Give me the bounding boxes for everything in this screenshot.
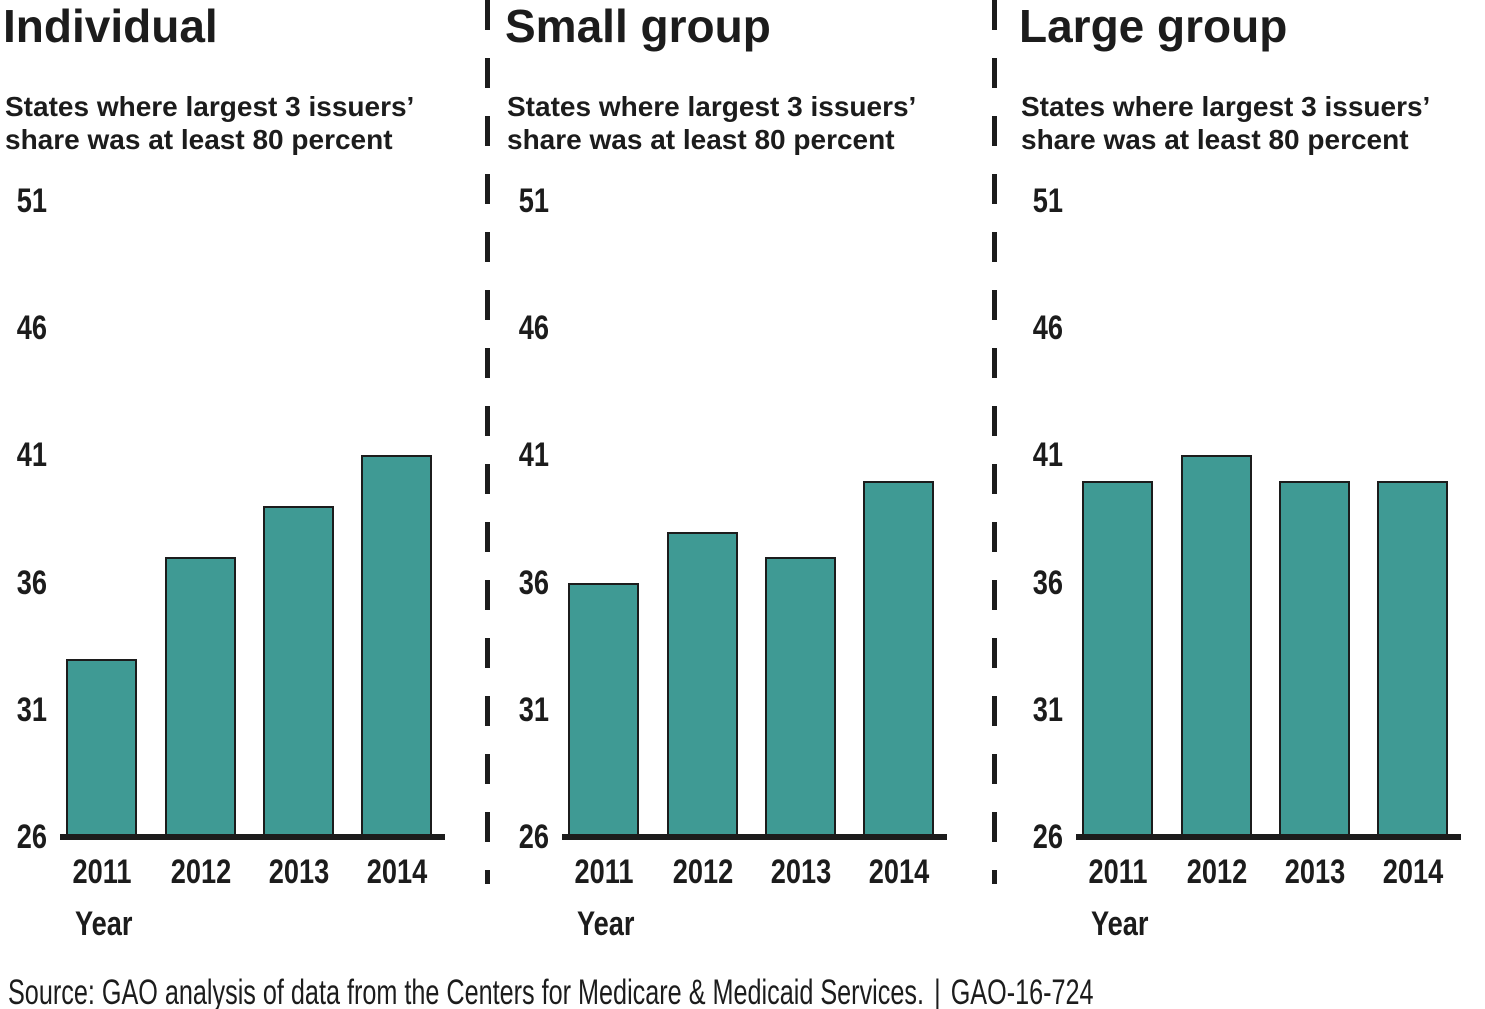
bar-2012 xyxy=(667,532,738,837)
y-axis-tick-label-36: 36 xyxy=(16,563,47,602)
panel-subtitle-large-group: States where largest 3 issuers’ share was… xyxy=(1021,90,1430,156)
bar-2014 xyxy=(361,455,432,837)
panel-title-small-group: Small group xyxy=(505,0,771,52)
x-axis-tick-label-2012: 2012 xyxy=(1186,853,1247,891)
y-axis-tick-label-36: 36 xyxy=(518,563,549,602)
source-separator: | xyxy=(934,973,941,1009)
panel-subtitle-line: States where largest 3 issuers’ xyxy=(1021,91,1431,122)
panel-subtitle-line: States where largest 3 issuers’ xyxy=(5,91,415,122)
x-axis-tick-label-2012: 2012 xyxy=(672,853,733,891)
y-axis-tick-label-26: 26 xyxy=(518,818,549,856)
y-axis-tick-label-41: 41 xyxy=(16,436,47,475)
panel-subtitle-line: States where largest 3 issuers’ xyxy=(507,91,917,122)
y-axis-tick-label-41: 41 xyxy=(1032,436,1063,475)
y-axis-tick-label-51: 51 xyxy=(1032,182,1063,220)
x-axis-title: Year xyxy=(75,905,133,943)
x-axis-tick-label-2014: 2014 xyxy=(868,853,929,891)
bar-2014 xyxy=(863,481,934,837)
x-axis-tick-label-2011: 2011 xyxy=(573,853,633,891)
bar-2011 xyxy=(568,583,639,837)
bar-2012 xyxy=(165,557,236,837)
x-axis-tick-label-2013: 2013 xyxy=(770,853,831,891)
bar-2011 xyxy=(1082,481,1153,837)
panel-subtitle-line: share was at least 80 percent xyxy=(507,124,895,155)
y-axis-tick-label-31: 31 xyxy=(1032,690,1063,729)
x-axis-title: Year xyxy=(577,905,635,943)
y-axis-tick-label-41: 41 xyxy=(518,436,549,475)
panel-subtitle-line: share was at least 80 percent xyxy=(5,124,393,155)
x-axis-line xyxy=(1076,834,1461,840)
source-text: Source: GAO analysis of data from the Ce… xyxy=(8,973,924,1009)
x-axis-tick-label-2013: 2013 xyxy=(268,853,329,891)
x-axis-tick-label-2011: 2011 xyxy=(1087,853,1147,891)
panel-title-individual: Individual xyxy=(3,0,218,52)
x-axis-tick-label-2013: 2013 xyxy=(1284,853,1345,891)
bar-2012 xyxy=(1181,455,1252,837)
panel-title-large-group: Large group xyxy=(1019,0,1288,52)
y-axis-tick-label-46: 46 xyxy=(16,309,47,348)
y-axis-tick-label-51: 51 xyxy=(518,182,549,220)
bar-2014 xyxy=(1377,481,1448,837)
y-axis-tick-label-26: 26 xyxy=(1032,818,1063,856)
bar-2013 xyxy=(1279,481,1350,837)
x-axis-title: Year xyxy=(1091,905,1149,943)
bar-2013 xyxy=(263,506,334,837)
bar-2011 xyxy=(66,659,137,837)
x-axis-tick-label-2014: 2014 xyxy=(366,853,427,891)
x-axis-line xyxy=(60,834,445,840)
y-axis-tick-label-46: 46 xyxy=(518,309,549,348)
panel-divider-dashed-1 xyxy=(485,0,490,884)
panel-subtitle-line: share was at least 80 percent xyxy=(1021,124,1409,155)
panel-subtitle-individual: States where largest 3 issuers’ share was… xyxy=(5,90,414,156)
report-id: GAO-16-724 xyxy=(950,973,1094,1009)
y-axis-tick-label-36: 36 xyxy=(1032,563,1063,602)
y-axis-tick-label-31: 31 xyxy=(16,690,47,729)
source-note: Source: GAO analysis of data from the Ce… xyxy=(8,972,1094,1009)
x-axis-tick-label-2014: 2014 xyxy=(1382,853,1443,891)
x-axis-line xyxy=(562,834,947,840)
panel-subtitle-small-group: States where largest 3 issuers’ share was… xyxy=(507,90,916,156)
panel-divider-dashed-2 xyxy=(992,0,997,884)
bar-2013 xyxy=(765,557,836,837)
x-axis-tick-label-2012: 2012 xyxy=(170,853,231,891)
y-axis-tick-label-31: 31 xyxy=(518,690,549,729)
y-axis-tick-label-51: 51 xyxy=(16,182,47,220)
y-axis-tick-label-46: 46 xyxy=(1032,309,1063,348)
x-axis-tick-label-2011: 2011 xyxy=(71,853,131,891)
y-axis-tick-label-26: 26 xyxy=(16,818,47,856)
